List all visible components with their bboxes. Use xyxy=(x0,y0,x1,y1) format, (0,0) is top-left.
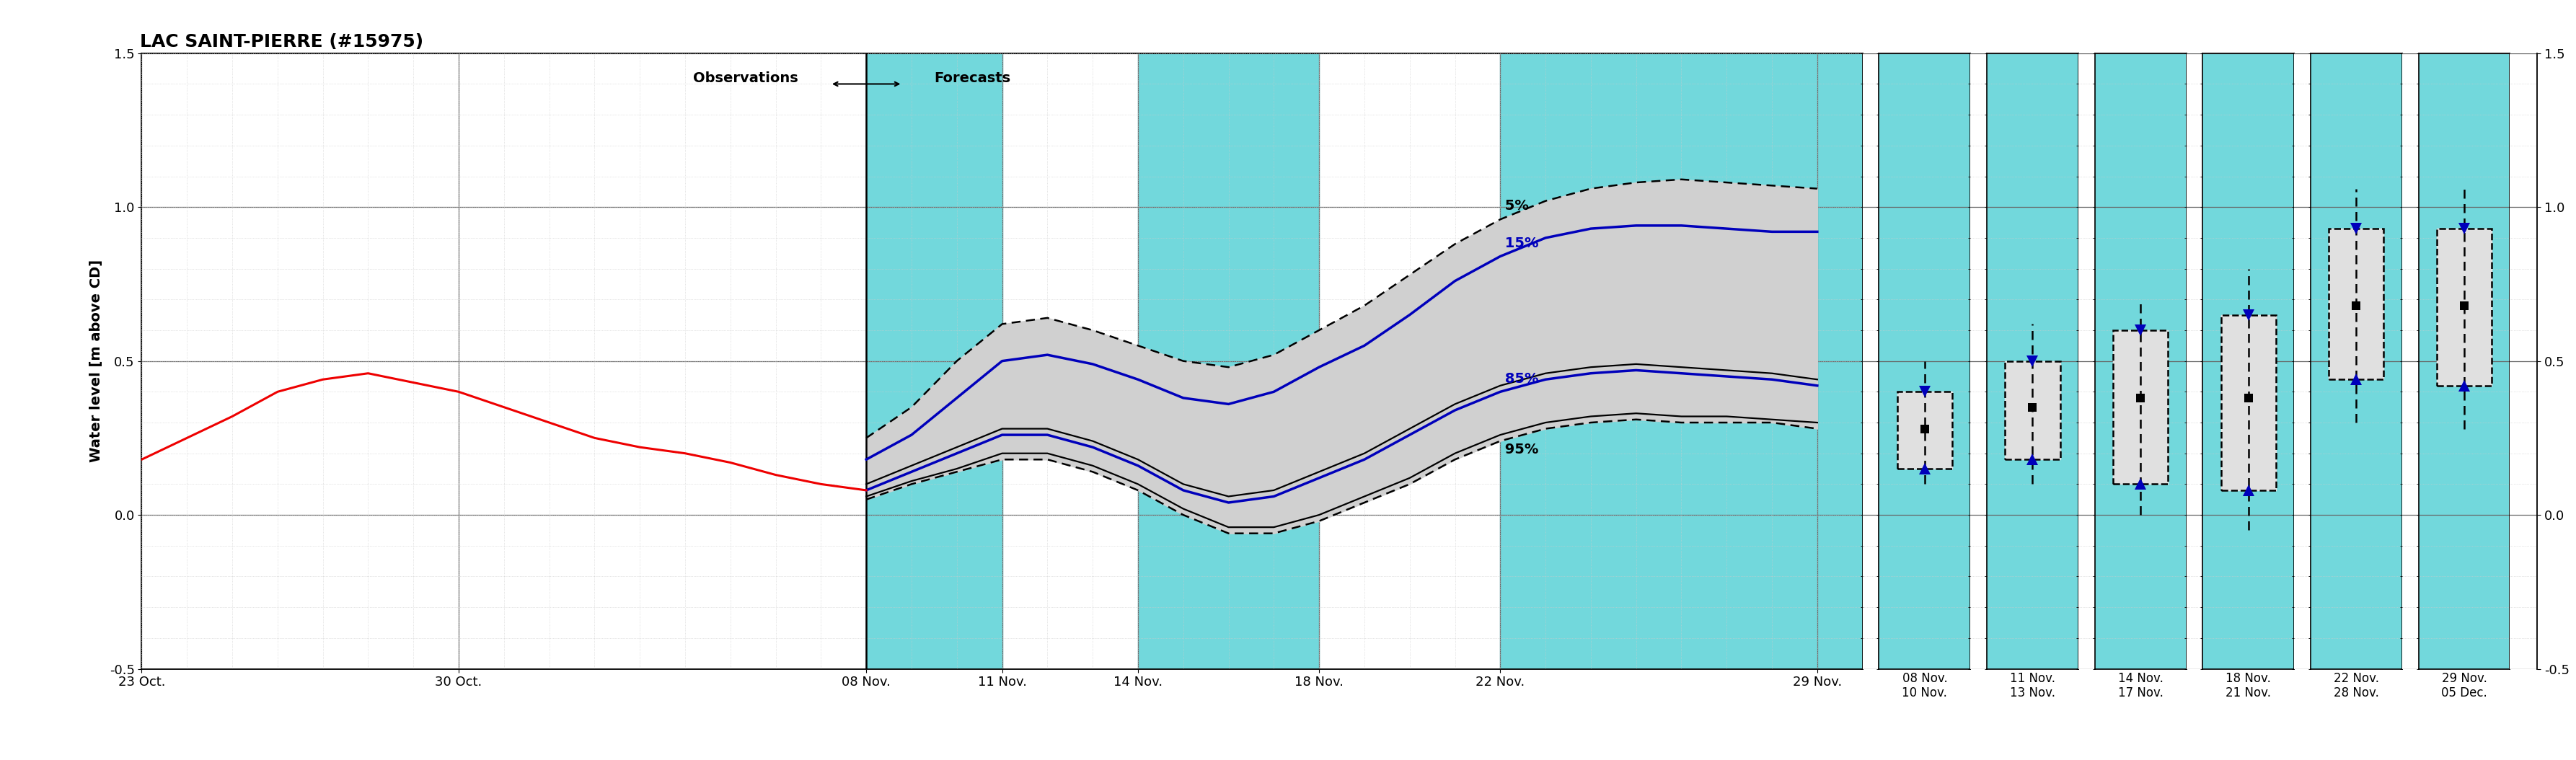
X-axis label: 11 Nov.
13 Nov.: 11 Nov. 13 Nov. xyxy=(2009,672,2056,700)
X-axis label: 29 Nov.
05 Dec.: 29 Nov. 05 Dec. xyxy=(2442,672,2488,700)
X-axis label: 14 Nov.
17 Nov.: 14 Nov. 17 Nov. xyxy=(2117,672,2164,700)
Text: 15%: 15% xyxy=(1499,236,1538,250)
Bar xyxy=(2221,315,2275,490)
Text: Observations: Observations xyxy=(693,71,799,85)
X-axis label: 22 Nov.
28 Nov.: 22 Nov. 28 Nov. xyxy=(2334,672,2380,700)
Text: 85%: 85% xyxy=(1499,372,1538,385)
X-axis label: 08 Nov.
10 Nov.: 08 Nov. 10 Nov. xyxy=(1901,672,1947,700)
Bar xyxy=(2004,361,2061,460)
Y-axis label: Water level [m above CD]: Water level [m above CD] xyxy=(90,260,103,462)
Bar xyxy=(1899,392,1953,469)
Bar xyxy=(2329,229,2383,379)
X-axis label: 18 Nov.
21 Nov.: 18 Nov. 21 Nov. xyxy=(2226,672,2272,700)
Bar xyxy=(866,53,1002,669)
Text: Forecasts: Forecasts xyxy=(935,71,1010,85)
Text: LAC SAINT-PIERRE (#15975): LAC SAINT-PIERRE (#15975) xyxy=(139,33,422,51)
Text: 5%: 5% xyxy=(1499,199,1530,213)
Bar xyxy=(2437,229,2491,385)
Bar xyxy=(2112,330,2169,484)
Bar xyxy=(1139,53,1319,669)
Text: 95%: 95% xyxy=(1499,442,1538,456)
Bar xyxy=(1499,53,1862,669)
